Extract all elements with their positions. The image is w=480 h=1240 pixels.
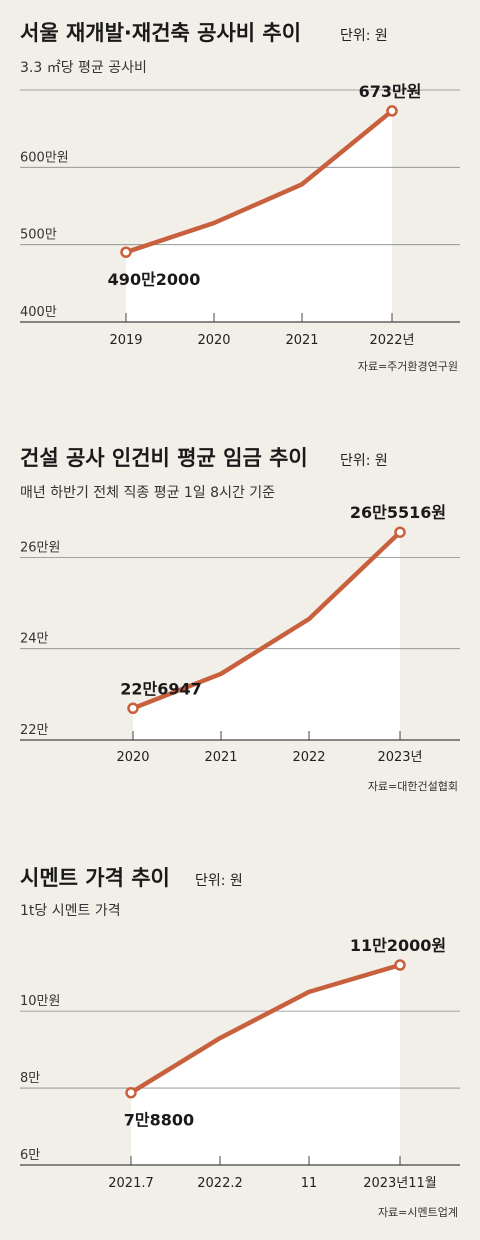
chart-1-data-label: 673만원 xyxy=(359,82,422,101)
chart-2-y-tick-label: 26만원 xyxy=(20,540,60,555)
chart-1-x-tick-label: 2022년 xyxy=(369,333,414,348)
chart-2-point-marker xyxy=(394,526,406,538)
chart-3-series-line xyxy=(128,962,403,1095)
chart-2-unit: 단위: 원 xyxy=(340,453,388,469)
chart-1-point-marker xyxy=(386,105,398,117)
chart-3-point-marker xyxy=(394,959,406,971)
chart-3-title: 시멘트 가격 추이 xyxy=(20,866,170,890)
chart-3-data-label: 11만2000원 xyxy=(350,936,446,955)
chart-3-x-tick-label: 2023년11월 xyxy=(363,1176,437,1191)
chart-panel-2: 건설 공사 인건비 평균 임금 추이 단위: 원 매년 하반기 전체 직종 평균… xyxy=(20,446,460,793)
chart-2-data-label: 26만5516원 xyxy=(350,503,446,522)
chart-3-x-tick-label: 2022.2 xyxy=(197,1176,243,1191)
chart-1-y-tick-label: 600만원 xyxy=(20,150,69,165)
chart-3-y-tick-label: 6만 xyxy=(20,1148,40,1163)
chart-1-title: 서울 재개발·재건축 공사비 추이 xyxy=(20,21,301,45)
chart-3-y-tick-label: 8만 xyxy=(20,1071,40,1086)
chart-1-x-tick-label: 2021 xyxy=(285,333,318,348)
chart-2-source: 자료=대한건설협회 xyxy=(368,780,458,793)
chart-1-area xyxy=(126,110,392,323)
chart-1-plot: 400만 500만 600만원 2019 2020 2021 2022년 490만2000 67… xyxy=(20,82,460,348)
chart-3-point-marker xyxy=(125,1086,137,1099)
chart-2-x-tick-label: 2023년 xyxy=(377,750,422,765)
chart-2-series-line xyxy=(130,529,403,711)
chart-3-source: 자료=시멘트업계 xyxy=(378,1206,458,1219)
chart-1-y-tick-label: 400만 xyxy=(20,305,57,320)
chart-2-point-marker xyxy=(127,702,139,715)
chart-3-area xyxy=(131,965,400,1165)
chart-3-data-label: 7만8800 xyxy=(124,1111,194,1130)
chart-3-y-tick-label: 10만원 xyxy=(20,994,60,1009)
chart-1-source: 자료=주거환경연구원 xyxy=(358,360,458,373)
chart-2-title: 건설 공사 인건비 평균 임금 추이 xyxy=(20,446,308,470)
chart-3-x-tick-label: 2021.7 xyxy=(108,1176,154,1191)
chart-2-y-tick-label: 22만 xyxy=(20,723,49,738)
chart-1-x-tick-label: 2019 xyxy=(109,333,142,348)
chart-panel-1: 서울 재개발·재건축 공사비 추이 단위: 원 3.3 ㎡당 평균 공사비 40… xyxy=(20,21,460,373)
chart-panel-3: 시멘트 가격 추이 단위: 원 1t당 시멘트 가격 6만 8만 10만원 2021.… xyxy=(20,866,460,1219)
chart-3-plot: 6만 8만 10만원 2021.7 2022.2 11 2023년11월 7만8800 11만2… xyxy=(20,936,460,1191)
chart-2-subtitle: 매년 하반기 전체 직종 평균 1일 8시간 기준 xyxy=(20,485,275,501)
chart-2-x-tick-label: 2021 xyxy=(204,750,237,765)
chart-1-data-label: 490만2000 xyxy=(108,270,201,289)
chart-1-point-marker xyxy=(120,246,132,258)
chart-1-unit: 단위: 원 xyxy=(340,28,388,44)
chart-2-data-label: 22만6947 xyxy=(120,679,202,698)
chart-3-x-tick-label: 11 xyxy=(301,1176,318,1191)
chart-1-y-tick-label: 500만 xyxy=(20,228,57,243)
chart-2-x-tick-label: 2020 xyxy=(116,750,149,765)
chart-2-area xyxy=(133,532,400,740)
chart-3-subtitle: 1t당 시멘트 가격 xyxy=(20,903,121,919)
chart-2-plot: 22만 24만 26만원 2020 2021 2022 2023년 22만6947 26만551… xyxy=(20,503,460,765)
chart-1-x-tick-label: 2020 xyxy=(197,333,230,348)
chart-2-y-tick-label: 24만 xyxy=(20,632,49,647)
chart-1-series-line xyxy=(123,108,395,255)
chart-3-unit: 단위: 원 xyxy=(195,873,243,889)
chart-1-subtitle: 3.3 ㎡당 평균 공사비 xyxy=(20,60,147,76)
chart-2-x-tick-label: 2022 xyxy=(292,750,325,765)
